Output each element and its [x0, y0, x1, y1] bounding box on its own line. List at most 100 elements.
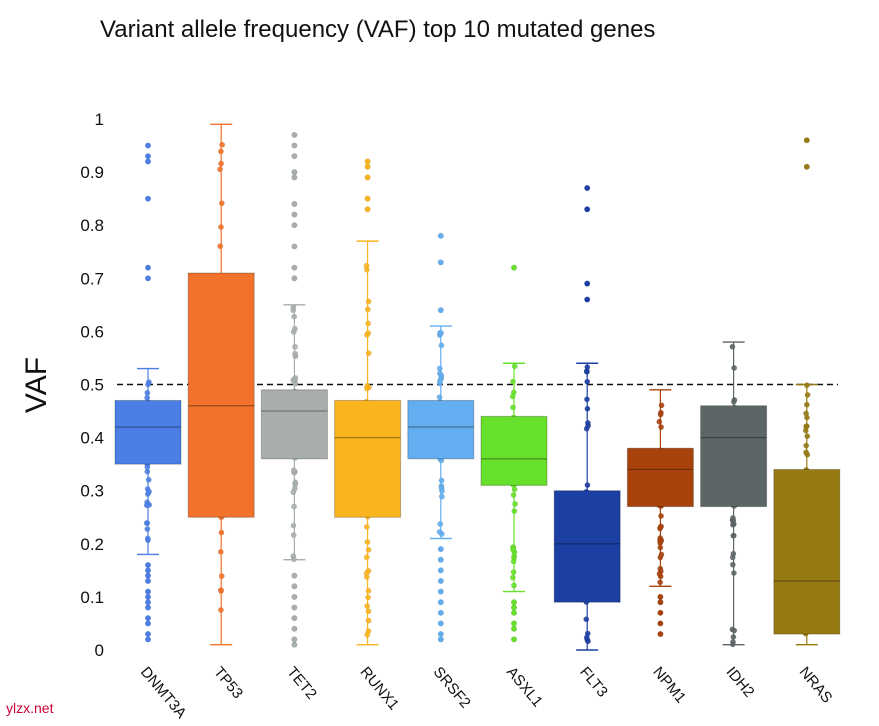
- data-point: [658, 513, 665, 519]
- category-label: DNMT3A: [137, 664, 190, 722]
- outlier-point: [144, 620, 152, 627]
- outlier-point: [291, 131, 298, 138]
- data-point: [218, 200, 225, 207]
- outlier-point: [657, 609, 664, 616]
- box-iqr: [773, 468, 841, 635]
- data-point: [365, 617, 372, 624]
- data-point: [510, 404, 516, 411]
- category-label: NPM1: [649, 664, 689, 707]
- outlier-point: [144, 142, 152, 149]
- outlier-point: [803, 163, 810, 170]
- box-flt3: [553, 362, 621, 651]
- box-runx1: [334, 240, 402, 646]
- data-point: [290, 307, 297, 314]
- outlier-point: [437, 609, 444, 616]
- data-point: [365, 628, 372, 635]
- data-point: [292, 374, 299, 381]
- data-point: [731, 627, 738, 634]
- data-point: [365, 298, 372, 305]
- data-point: [363, 554, 370, 561]
- box-iqr: [626, 447, 694, 508]
- data-point: [729, 343, 736, 350]
- outlier-point: [291, 264, 298, 271]
- outlier-point: [437, 620, 444, 627]
- y-tick-label: 0.2: [80, 535, 104, 554]
- outlier-point: [437, 546, 444, 553]
- data-point: [217, 243, 224, 250]
- outlier-point: [437, 631, 444, 638]
- outlier-point: [291, 200, 298, 208]
- data-point: [436, 380, 443, 387]
- data-point: [145, 476, 152, 483]
- box-iqr: [114, 399, 182, 465]
- outlier-point: [510, 264, 518, 271]
- outlier-point: [144, 615, 152, 622]
- data-point: [802, 427, 809, 434]
- outlier-point: [364, 206, 371, 213]
- data-point: [510, 547, 517, 554]
- box-iqr: [480, 415, 548, 486]
- outlier-point: [510, 599, 518, 606]
- outlier-point: [291, 153, 298, 160]
- outlier-point: [584, 206, 591, 213]
- outlier-point: [584, 184, 591, 192]
- outlier-point: [437, 567, 444, 574]
- outlier-point: [291, 142, 298, 149]
- outlier-point: [510, 620, 518, 627]
- data-point: [583, 616, 590, 623]
- box-idh2: [700, 341, 768, 646]
- outlier-point: [364, 174, 371, 181]
- outlier-point: [291, 604, 298, 611]
- outlier-point: [291, 641, 298, 648]
- data-point: [584, 419, 591, 426]
- data-point: [146, 488, 153, 495]
- outlier-point: [437, 556, 444, 563]
- boxes: [114, 123, 841, 651]
- outlier-point: [144, 593, 152, 600]
- category-label: SRSF2: [430, 664, 474, 712]
- data-point: [436, 394, 443, 401]
- outlier-point: [657, 620, 664, 627]
- data-point: [365, 587, 372, 594]
- data-point: [729, 561, 736, 568]
- category-labels: DNMT3A TP53 TET2 RUNX1 SRSF2 ASXL1 FLT3 NPM1 IDH…: [137, 664, 836, 722]
- outlier-point: [144, 153, 152, 160]
- y-tick-label: 0.7: [80, 269, 104, 288]
- y-tick-labels: 0 0.1 0.2 0.3 0.4 0.5 0.6 0.7 0.8 0.9 1: [80, 110, 104, 660]
- outlier-point: [510, 625, 518, 632]
- data-point: [292, 350, 299, 357]
- outlier-point: [510, 609, 518, 616]
- box-iqr: [187, 272, 255, 518]
- data-point: [144, 389, 151, 396]
- outlier-point: [437, 307, 444, 314]
- outlier-point: [437, 588, 444, 595]
- category-label: IDH2: [723, 664, 758, 701]
- data-point: [365, 350, 372, 357]
- category-label: RUNX1: [357, 664, 403, 714]
- y-tick-label: 0.5: [80, 376, 104, 395]
- category-label: TET2: [283, 664, 320, 703]
- data-point: [363, 570, 370, 576]
- outlier-point: [437, 599, 444, 606]
- outlier-point: [657, 599, 664, 606]
- outlier-point: [657, 593, 664, 600]
- watermark: ylzx.net: [6, 700, 54, 716]
- y-tick-label: 1: [95, 110, 104, 129]
- outlier-point: [144, 599, 152, 606]
- box-nras: [773, 383, 841, 646]
- outlier-point: [584, 296, 591, 303]
- data-point: [510, 378, 516, 385]
- category-label: FLT3: [576, 664, 611, 701]
- outlier-point: [144, 588, 152, 595]
- data-point: [219, 141, 226, 148]
- y-tick-label: 0.4: [80, 429, 104, 448]
- data-point: [438, 477, 445, 484]
- outlier-point: [291, 636, 298, 643]
- chart-title: Variant allele frequency (VAF) top 10 mu…: [100, 16, 656, 43]
- y-tick-label: 0.6: [80, 322, 104, 341]
- box-iqr: [260, 389, 328, 460]
- outlier-point: [144, 567, 152, 574]
- outlier-point: [291, 222, 298, 229]
- data-point: [363, 523, 370, 530]
